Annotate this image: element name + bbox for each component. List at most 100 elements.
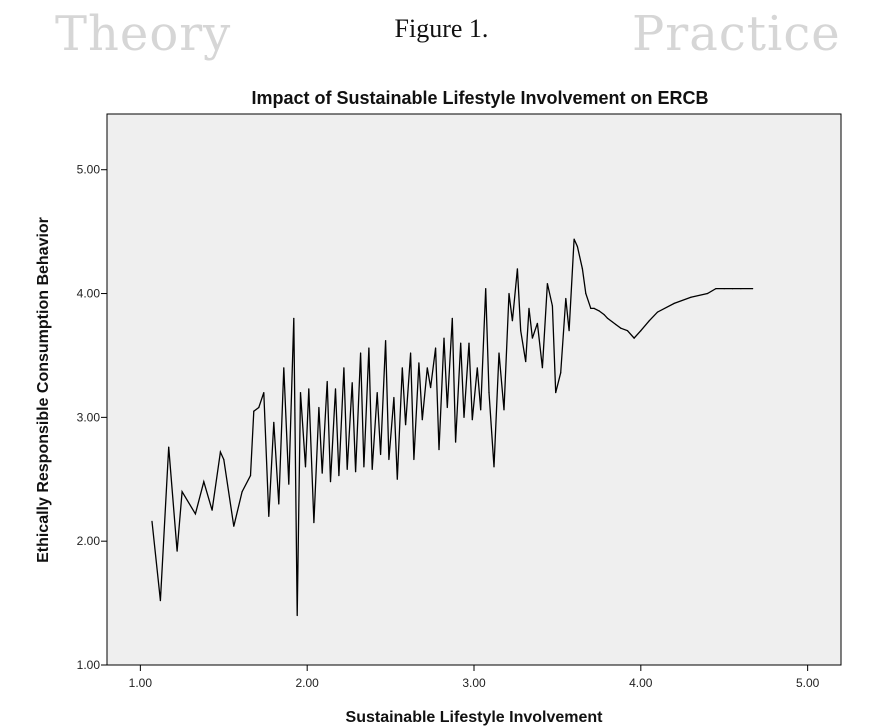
data-point	[376, 392, 378, 394]
data-point	[334, 388, 337, 390]
data-point	[388, 458, 390, 461]
data-point	[241, 491, 243, 493]
y-axis: 1.00 2.00 3.00 4.00 5.00	[77, 163, 107, 672]
data-point	[752, 288, 754, 290]
data-point	[203, 481, 205, 483]
data-point	[176, 550, 178, 552]
data-point	[581, 268, 584, 270]
data-point	[715, 288, 717, 290]
data-point	[233, 525, 235, 527]
data-point	[405, 424, 407, 426]
data-point	[418, 362, 420, 364]
data-point	[525, 361, 527, 363]
data-point	[603, 314, 605, 316]
x-tick-label: 1.00	[129, 676, 153, 690]
data-point	[611, 321, 614, 323]
data-point	[633, 337, 635, 339]
data-points	[151, 238, 754, 617]
data-point	[463, 416, 465, 418]
data-point	[219, 451, 221, 453]
data-point	[363, 466, 365, 468]
data-point	[585, 292, 587, 295]
data-point	[576, 245, 579, 248]
x-tick-label: 3.00	[462, 676, 486, 690]
data-point	[723, 288, 725, 290]
data-point	[673, 302, 675, 304]
data-point	[393, 396, 395, 399]
data-point	[355, 471, 357, 473]
watermark-left: Theory	[55, 6, 232, 62]
data-point	[555, 392, 557, 394]
data-point	[541, 367, 544, 369]
data-point	[640, 330, 642, 332]
data-point	[546, 283, 549, 285]
data-point	[606, 317, 609, 319]
data-point	[283, 367, 285, 369]
data-point	[455, 441, 457, 443]
data-point	[253, 410, 255, 412]
data-point	[351, 382, 353, 384]
data-point	[620, 327, 622, 329]
data-point	[380, 453, 382, 456]
data-point	[396, 478, 398, 480]
data-point	[508, 292, 510, 295]
data-point	[511, 320, 513, 322]
data-point	[268, 515, 270, 518]
data-point	[565, 297, 567, 300]
data-point	[430, 387, 432, 389]
y-tick-label: 3.00	[77, 410, 101, 424]
data-point	[360, 352, 362, 354]
data-point	[249, 475, 252, 477]
data-point	[194, 513, 196, 515]
data-point	[590, 307, 592, 309]
data-point	[460, 342, 462, 344]
x-axis-label: Sustainable Lifestyle Involvement	[346, 709, 604, 726]
data-point	[468, 342, 470, 344]
data-point	[273, 421, 275, 423]
data-point	[503, 409, 505, 411]
data-point	[181, 491, 183, 493]
data-point	[536, 322, 539, 324]
data-point	[299, 392, 302, 394]
data-point	[648, 320, 650, 322]
data-point	[551, 305, 554, 307]
data-point	[263, 392, 265, 394]
data-point	[573, 238, 575, 240]
data-point	[443, 337, 445, 339]
data-point	[343, 367, 345, 369]
data-point	[421, 419, 423, 421]
data-point	[471, 419, 473, 421]
data-point	[368, 347, 370, 349]
data-point	[740, 288, 742, 290]
data-point	[516, 268, 519, 270]
data-point	[223, 458, 225, 461]
data-point	[318, 406, 320, 409]
data-point	[338, 475, 340, 477]
data-point	[329, 481, 332, 483]
data-point	[313, 522, 315, 524]
data-point	[598, 310, 600, 312]
data-point	[293, 317, 295, 319]
data-point	[326, 380, 328, 383]
data-point	[488, 392, 490, 394]
data-point	[278, 503, 280, 505]
data-point	[476, 367, 478, 369]
data-point	[346, 468, 348, 470]
watermark-right: Practice	[632, 6, 841, 62]
data-point	[288, 483, 290, 485]
data-point	[413, 458, 415, 461]
data-point	[446, 406, 448, 409]
data-point	[371, 468, 373, 470]
data-point	[498, 352, 500, 354]
y-tick-label: 5.00	[77, 163, 101, 177]
data-point	[401, 367, 403, 369]
data-point	[159, 600, 161, 602]
data-point	[615, 323, 617, 326]
data-point	[560, 372, 562, 374]
data-point	[168, 446, 170, 448]
data-point	[531, 337, 534, 339]
data-point	[568, 330, 570, 332]
data-point	[151, 520, 153, 523]
y-tick-label: 1.00	[77, 658, 101, 672]
x-tick-label: 5.00	[796, 676, 820, 690]
